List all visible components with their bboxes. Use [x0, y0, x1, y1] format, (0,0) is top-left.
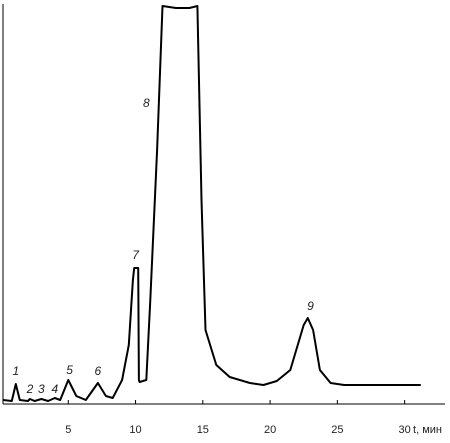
- peak-label: 2: [26, 382, 34, 396]
- peak-label: 1: [12, 364, 19, 378]
- peak-label: 5: [66, 363, 73, 377]
- x-tick-label: 25: [331, 424, 343, 436]
- trace: [2, 5, 421, 402]
- peak-label: 4: [51, 382, 58, 396]
- peak-label: 7: [132, 248, 140, 262]
- peak-label: 8: [143, 96, 150, 110]
- x-tick-label: 5: [65, 424, 71, 436]
- peak-label: 6: [95, 364, 102, 378]
- x-tick-label: 30: [399, 424, 411, 436]
- x-tick-label: 20: [264, 424, 276, 436]
- x-tick-label: 10: [129, 424, 141, 436]
- peak-label: 3: [38, 382, 45, 396]
- x-axis-label: t, мин: [413, 424, 442, 436]
- x-tick-label: 15: [197, 424, 209, 436]
- peak-label: 9: [307, 299, 314, 313]
